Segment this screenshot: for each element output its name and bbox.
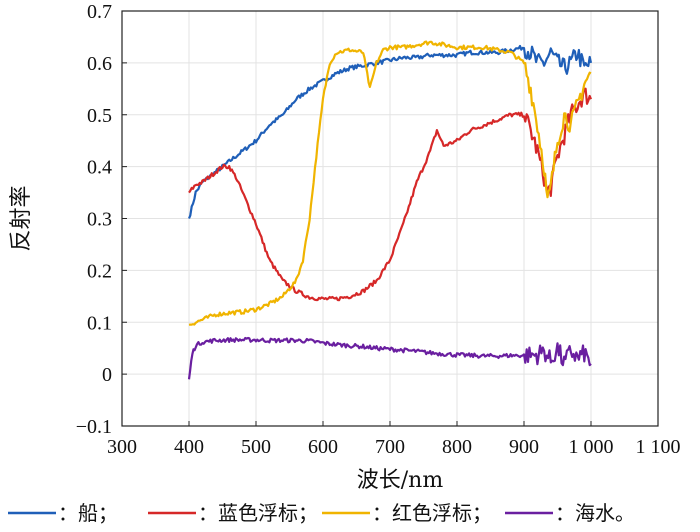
legend-label-1: ：蓝色浮标； xyxy=(198,501,318,525)
x-tick-label: 1 100 xyxy=(636,436,681,458)
legend-label-3: ：海水。 xyxy=(555,501,635,525)
x-tick-label: 800 xyxy=(442,436,472,458)
y-tick-label: −0.1 xyxy=(76,416,112,438)
series-line-3 xyxy=(187,336,592,380)
y-tick-label: 0.7 xyxy=(87,1,112,23)
y-tick-label: 0.5 xyxy=(87,105,112,127)
y-tick-label: 0.2 xyxy=(87,260,112,282)
x-tick-label: 400 xyxy=(174,436,204,458)
x-tick-label: 500 xyxy=(241,436,271,458)
x-tick-label: 1 000 xyxy=(569,436,614,458)
x-tick-label: 700 xyxy=(375,436,405,458)
series-line-1 xyxy=(188,87,593,302)
x-tick-label: 600 xyxy=(308,436,338,458)
y-axis-title: 反射率 xyxy=(9,185,34,251)
y-tick-label: 0.3 xyxy=(87,209,112,231)
legend: ：船； ：蓝色浮标； ：红色浮标； ：海水。 xyxy=(8,501,635,525)
legend-label-2: ：红色浮标； xyxy=(372,501,492,525)
x-tick-label: 900 xyxy=(509,436,539,458)
x-axis-title: 波长/nm xyxy=(357,468,444,493)
x-tick-label: 300 xyxy=(107,436,137,458)
y-tick-label: 0.4 xyxy=(87,157,112,179)
grid xyxy=(121,10,659,427)
y-tick-label: 0.6 xyxy=(87,53,112,75)
series-line-0 xyxy=(187,44,593,219)
legend-label-0: ：船； xyxy=(58,501,118,525)
y-tick-label: 0.1 xyxy=(87,312,112,334)
series-group xyxy=(187,40,593,380)
series-line-2 xyxy=(188,40,592,326)
y-tick-label: 0 xyxy=(102,364,112,386)
ticks: 300 400 500 600 700 800 900 1 000 1 100 −0.1 0 0.1 0… xyxy=(76,1,681,458)
